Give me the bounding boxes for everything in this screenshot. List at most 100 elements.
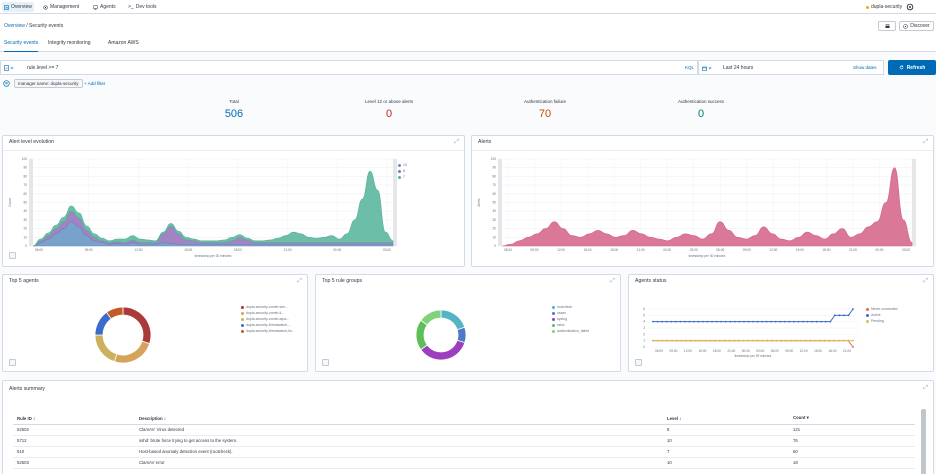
data-point[interactable]	[847, 314, 850, 317]
data-point[interactable]	[783, 339, 786, 342]
data-point[interactable]	[811, 320, 813, 323]
data-point[interactable]	[802, 339, 804, 342]
data-point[interactable]	[706, 339, 709, 342]
search-input[interactable]: rule.level >= 7	[27, 65, 59, 71]
nav-management[interactable]: Management	[41, 2, 81, 12]
stat-auth-failure-value[interactable]: 70	[538, 108, 552, 120]
data-point[interactable]	[829, 320, 832, 323]
expand-icon[interactable]: ⤢	[610, 278, 615, 284]
nav-agents[interactable]: Agents	[91, 2, 118, 12]
data-point[interactable]	[674, 320, 677, 323]
data-point[interactable]	[697, 320, 700, 323]
data-point[interactable]	[652, 339, 654, 342]
donut-slice[interactable]	[415, 319, 428, 351]
table-view-toggle[interactable]	[9, 252, 16, 259]
data-point[interactable]	[720, 339, 723, 342]
data-point[interactable]	[693, 339, 695, 342]
data-point[interactable]	[665, 339, 668, 342]
saved-query-menu[interactable]	[4, 64, 18, 72]
data-point[interactable]	[733, 320, 736, 323]
data-point[interactable]	[824, 320, 827, 323]
data-point[interactable]	[833, 314, 836, 317]
donut-slice[interactable]	[113, 340, 151, 364]
data-point[interactable]	[661, 320, 663, 323]
legend-item[interactable]: syslog	[552, 316, 589, 322]
data-point[interactable]	[761, 320, 763, 323]
legend-item[interactable]: 8	[398, 168, 407, 174]
column-header-count[interactable]: Count ▾	[793, 415, 809, 421]
refresh-button[interactable]: Refresh	[888, 60, 936, 75]
data-point[interactable]	[852, 339, 854, 342]
data-point[interactable]	[802, 320, 804, 323]
data-point[interactable]	[752, 339, 754, 342]
data-point[interactable]	[702, 320, 704, 323]
table-row[interactable]: 5712 sshd: brute force trying to get acce…	[13, 435, 915, 446]
table-row[interactable]: 52502 ClamAV: Virus detected 8 121	[13, 424, 915, 435]
data-point[interactable]	[761, 339, 763, 342]
data-point[interactable]	[693, 320, 695, 323]
column-header-level[interactable]: Level ↕	[667, 415, 682, 421]
legend-item[interactable]: rootcheck	[552, 304, 589, 310]
table-view-toggle[interactable]	[322, 359, 329, 366]
data-point[interactable]	[765, 339, 768, 342]
data-point[interactable]	[702, 339, 704, 342]
date-range-value[interactable]: Last 24 hours	[723, 65, 754, 71]
data-point[interactable]	[724, 339, 727, 342]
data-point[interactable]	[724, 320, 727, 323]
legend-item[interactable]: Never connected	[866, 306, 897, 312]
data-point[interactable]	[715, 320, 718, 323]
data-point[interactable]	[711, 339, 713, 342]
legend-item[interactable]: 7	[398, 174, 407, 180]
expand-icon[interactable]: ⤢	[923, 278, 928, 284]
legend-item[interactable]: dupla-security-zoneb-lapa...	[241, 316, 295, 322]
data-point[interactable]	[824, 339, 827, 342]
expand-icon[interactable]: ⤢	[454, 139, 459, 145]
data-point[interactable]	[711, 320, 713, 323]
data-point[interactable]	[706, 320, 709, 323]
data-point[interactable]	[752, 320, 754, 323]
line-series[interactable]	[653, 340, 854, 348]
data-point[interactable]	[715, 339, 718, 342]
data-point[interactable]	[815, 320, 818, 323]
column-header-rule-id[interactable]: Rule ID ↕	[17, 415, 36, 421]
filter-options-icon[interactable]	[3, 80, 10, 87]
legend-item[interactable]: authentication_failed	[552, 328, 589, 334]
data-point[interactable]	[838, 339, 841, 342]
settings-gear-icon[interactable]	[906, 3, 914, 11]
legend-item[interactable]: sshd	[552, 322, 589, 328]
tab-integrity-monitoring[interactable]: Integrity monitoring	[48, 40, 91, 46]
data-point[interactable]	[729, 339, 732, 342]
tab-security-events[interactable]: Security events	[4, 40, 39, 52]
data-point[interactable]	[797, 339, 800, 342]
data-point[interactable]	[852, 346, 854, 348]
show-dates-link[interactable]: Show dates	[853, 65, 877, 70]
data-point[interactable]	[665, 320, 668, 323]
data-point[interactable]	[683, 339, 686, 342]
donut-slice[interactable]	[105, 306, 124, 320]
data-point[interactable]	[815, 339, 818, 342]
data-point[interactable]	[747, 320, 750, 323]
data-point[interactable]	[820, 339, 823, 342]
stat-auth-success-value[interactable]: 0	[697, 108, 705, 120]
print-button[interactable]	[878, 21, 896, 31]
data-point[interactable]	[656, 339, 659, 342]
data-point[interactable]	[765, 320, 768, 323]
area-series-Count[interactable]	[501, 167, 913, 247]
legend-item[interactable]: ossec	[552, 310, 589, 316]
data-point[interactable]	[743, 320, 745, 323]
data-point[interactable]	[797, 320, 800, 323]
donut-slice[interactable]	[94, 334, 118, 363]
data-point[interactable]	[783, 320, 786, 323]
data-point[interactable]	[838, 314, 841, 317]
legend-item[interactable]: Active	[866, 312, 897, 318]
data-point[interactable]	[770, 339, 773, 342]
data-point[interactable]	[738, 320, 741, 323]
tab-amazon-aws[interactable]: Amazon AWS	[108, 40, 139, 46]
donut-slice[interactable]	[420, 339, 466, 361]
stat-level-12-value[interactable]: 0	[385, 108, 393, 120]
legend-item[interactable]: 10	[398, 162, 407, 168]
data-point[interactable]	[656, 320, 659, 323]
nav-overview[interactable]: Overview	[2, 2, 34, 12]
data-point[interactable]	[747, 339, 750, 342]
data-point[interactable]	[833, 339, 836, 342]
